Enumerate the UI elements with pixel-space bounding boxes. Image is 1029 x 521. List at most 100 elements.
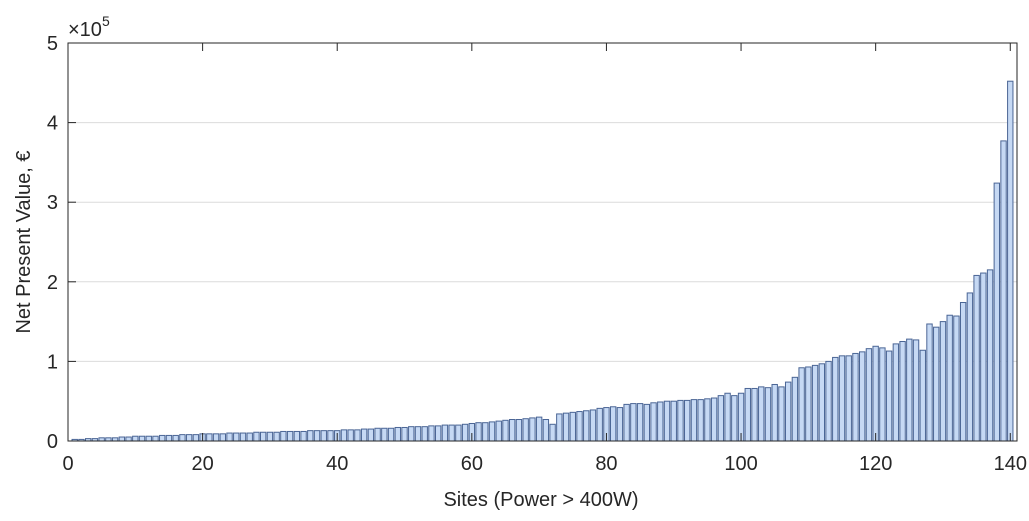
bar [805, 366, 812, 442]
bar [266, 431, 274, 442]
bar [623, 403, 630, 442]
bar [825, 360, 832, 442]
bar [1000, 140, 1007, 442]
y-tick-label: 4 [47, 113, 58, 135]
bar [535, 416, 543, 442]
bar [663, 400, 671, 442]
bar [562, 412, 570, 442]
y-tick-label: 3 [47, 192, 58, 214]
bar [233, 432, 240, 442]
bar [791, 376, 799, 442]
bar [246, 432, 253, 442]
bar [731, 395, 738, 442]
bar [461, 423, 469, 442]
bar [495, 420, 502, 442]
bar [354, 429, 361, 442]
bar [906, 338, 913, 442]
bar [401, 426, 408, 442]
bar [529, 417, 536, 442]
bar [448, 424, 455, 442]
bar [764, 387, 772, 442]
bar [455, 424, 462, 442]
y-tick-label: 2 [47, 272, 58, 294]
x-tick-label: 120 [859, 453, 892, 475]
bar [892, 343, 900, 442]
bar [367, 428, 375, 442]
x-tick-label: 60 [461, 453, 483, 475]
y-tick-label: 0 [47, 431, 58, 453]
bar [845, 355, 852, 442]
bar [421, 426, 428, 442]
bar [172, 434, 179, 442]
bar [293, 430, 301, 442]
bar [684, 399, 691, 442]
bar [657, 401, 664, 442]
bar [973, 274, 980, 442]
bar [993, 182, 1001, 442]
bar [811, 364, 819, 442]
bar [253, 431, 260, 442]
x-tick-label: 100 [724, 453, 757, 475]
bar [125, 436, 132, 442]
bar [434, 425, 442, 442]
bar [865, 348, 873, 442]
bar [327, 430, 334, 442]
multiplier-exponent: 5 [102, 13, 110, 29]
bar [677, 399, 684, 442]
bar [239, 432, 247, 442]
bar [549, 423, 556, 442]
bar [428, 425, 435, 442]
bar [583, 410, 590, 442]
bar [859, 351, 866, 442]
x-tick-label: 20 [191, 453, 213, 475]
bar [946, 314, 953, 442]
bar [690, 399, 698, 442]
bar [959, 301, 967, 442]
bar [589, 409, 597, 442]
bar [300, 430, 307, 442]
bar [832, 356, 839, 442]
bar [226, 432, 233, 442]
bar [475, 422, 482, 442]
bar [852, 352, 859, 442]
bar [347, 429, 354, 442]
bar [986, 269, 994, 442]
bar [286, 430, 294, 442]
bar [138, 435, 146, 442]
bar [132, 435, 139, 442]
bar [488, 421, 496, 442]
bar [758, 386, 765, 442]
bar [784, 381, 792, 442]
bar [394, 426, 401, 442]
bar [509, 419, 516, 442]
bar [879, 347, 886, 442]
bar [192, 434, 200, 442]
bar [515, 419, 523, 442]
x-axis-label: Sites (Power > 400W) [443, 489, 638, 511]
plot-frame [67, 42, 1018, 442]
bar [179, 434, 186, 442]
bar [360, 428, 368, 442]
bar [724, 392, 731, 442]
bar [744, 387, 751, 442]
bar [408, 426, 415, 442]
bar [953, 315, 960, 442]
multiplier-base: ×10 [68, 19, 102, 41]
bar [596, 407, 603, 442]
bar [414, 426, 422, 442]
bar [482, 422, 489, 442]
bar [771, 383, 778, 442]
bar [939, 321, 947, 442]
bar [643, 403, 651, 442]
bar [650, 402, 657, 442]
bar [778, 386, 785, 442]
bar [441, 424, 449, 442]
bar [576, 411, 583, 442]
bar [885, 350, 893, 442]
bar [838, 355, 846, 442]
bar [1007, 80, 1014, 442]
bar [966, 292, 974, 442]
bar [159, 434, 166, 442]
y-multiplier: ×105 [68, 13, 110, 41]
